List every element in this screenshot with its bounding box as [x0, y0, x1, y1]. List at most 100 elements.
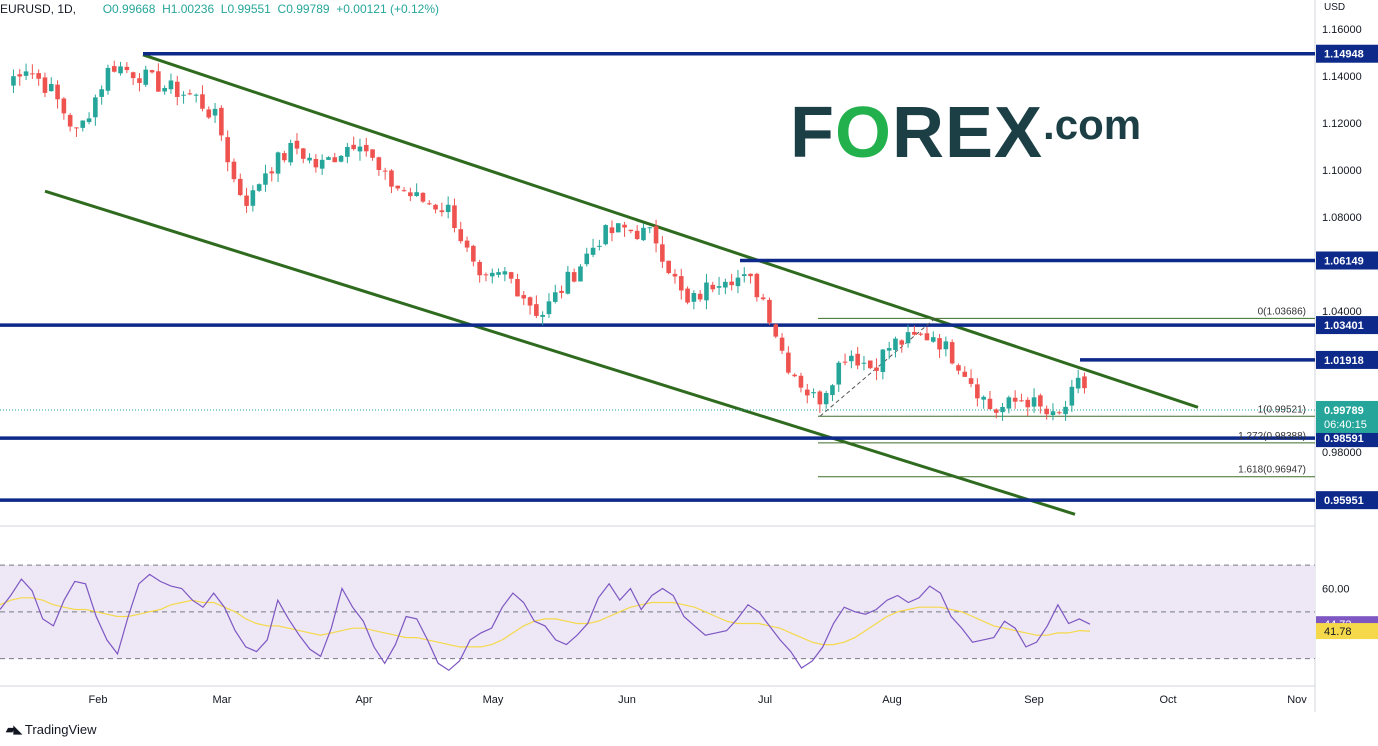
candle-body — [439, 210, 445, 213]
rsi-ma-value-label: 41.78 — [1324, 626, 1352, 638]
candle-body — [11, 76, 16, 86]
candle-body — [842, 361, 848, 363]
tradingview-brand: TradingView — [24, 722, 97, 737]
candle-body — [187, 93, 193, 95]
candle-body — [496, 272, 501, 275]
candle-body — [786, 352, 791, 373]
candle-body — [74, 127, 79, 129]
time-axis-tick: Oct — [1159, 694, 1176, 706]
candle-body — [345, 146, 350, 157]
candle-body — [168, 80, 174, 90]
candle-body — [105, 67, 111, 91]
time-axis-tick: Nov — [1287, 694, 1307, 706]
candle-body — [212, 108, 218, 116]
rsi-line — [0, 573, 1091, 672]
candle-body — [489, 272, 495, 277]
candle-body — [779, 337, 785, 351]
candle-body — [237, 178, 243, 196]
close-value: C0.99789 — [277, 2, 330, 16]
candle-body — [508, 272, 514, 279]
candle-body — [981, 396, 986, 400]
candle-body — [823, 393, 829, 405]
candles-group — [11, 60, 1087, 421]
candle-body — [149, 70, 155, 73]
candle-body — [326, 157, 331, 160]
candle-body — [798, 375, 804, 388]
candle-body — [408, 192, 413, 197]
candle-body — [80, 120, 86, 128]
candle-body — [546, 301, 552, 315]
candle-body — [401, 190, 407, 192]
candle-body — [174, 81, 180, 97]
candle-body — [376, 157, 382, 170]
candle-body — [590, 247, 596, 255]
level-tag — [1316, 44, 1378, 63]
price-axis-tick: 1.12000 — [1322, 118, 1362, 130]
candle-body — [414, 192, 419, 196]
price-axis-tick: 1.04000 — [1322, 306, 1362, 318]
candle-body — [1025, 399, 1031, 408]
level-tag — [1316, 429, 1378, 448]
candle-body — [433, 204, 438, 210]
candle-body — [395, 185, 401, 189]
candle-body — [571, 272, 577, 282]
price-axis-tick: 1.16000 — [1322, 24, 1362, 36]
candle-body — [420, 192, 426, 202]
candle-body — [653, 226, 659, 244]
candle-body — [867, 360, 873, 369]
candle-body — [294, 140, 300, 149]
candle-body — [445, 204, 451, 213]
candle-body — [357, 146, 363, 152]
candle-body — [256, 184, 262, 191]
tradingview-logo[interactable]: ▰◣ TradingView — [6, 722, 96, 737]
high-value: H1.00236 — [162, 2, 215, 16]
price-axis-tick: 1.14000 — [1322, 71, 1362, 83]
candle-body — [263, 173, 268, 185]
level-tag-label: 0.95951 — [1324, 495, 1364, 507]
candle-body — [956, 365, 961, 371]
candle-body — [578, 266, 583, 282]
time-axis-tick: Aug — [882, 694, 902, 706]
level-tag-label: 1.14948 — [1324, 49, 1364, 61]
candle-body — [678, 276, 684, 291]
price-axis-tick: 1.08000 — [1322, 212, 1362, 224]
candle-body — [615, 223, 621, 233]
candle-body — [1038, 395, 1043, 407]
candle-body — [647, 227, 653, 229]
candle-body — [111, 66, 117, 72]
candle-body — [893, 338, 898, 350]
candle-body — [634, 230, 640, 239]
candle-body — [641, 227, 646, 241]
candle-body — [899, 340, 905, 345]
candle-body — [874, 367, 879, 371]
candle-body — [773, 324, 779, 337]
level-tag — [1316, 316, 1378, 335]
candle-body — [962, 371, 968, 377]
candle-body — [1000, 406, 1005, 413]
candle-body — [200, 94, 205, 109]
candle-body — [124, 66, 130, 70]
candle-body — [1063, 406, 1068, 415]
candle-body — [282, 153, 287, 161]
candle-body — [767, 299, 772, 323]
candle-body — [1012, 397, 1018, 402]
candle-body — [849, 355, 854, 362]
symbol-label[interactable]: EURUSD, 1D, — [0, 2, 77, 16]
candle-body — [760, 297, 766, 300]
candle-body — [565, 271, 571, 294]
fib-label: 0(1.03686) — [1258, 306, 1306, 317]
candle-body — [1056, 412, 1062, 414]
candle-body — [559, 290, 564, 293]
candle-body — [219, 107, 224, 136]
countdown-label: 06:40:15 — [1324, 419, 1367, 431]
candle-body — [275, 152, 281, 174]
low-value: L0.99551 — [220, 2, 271, 16]
candle-body — [382, 170, 388, 172]
candle-body — [458, 229, 464, 242]
candle-body — [527, 297, 533, 306]
candle-body — [1050, 411, 1056, 416]
fib-label: 1.272(0.98388) — [1238, 431, 1306, 442]
candle-body — [912, 331, 917, 335]
candle-body — [584, 253, 590, 265]
